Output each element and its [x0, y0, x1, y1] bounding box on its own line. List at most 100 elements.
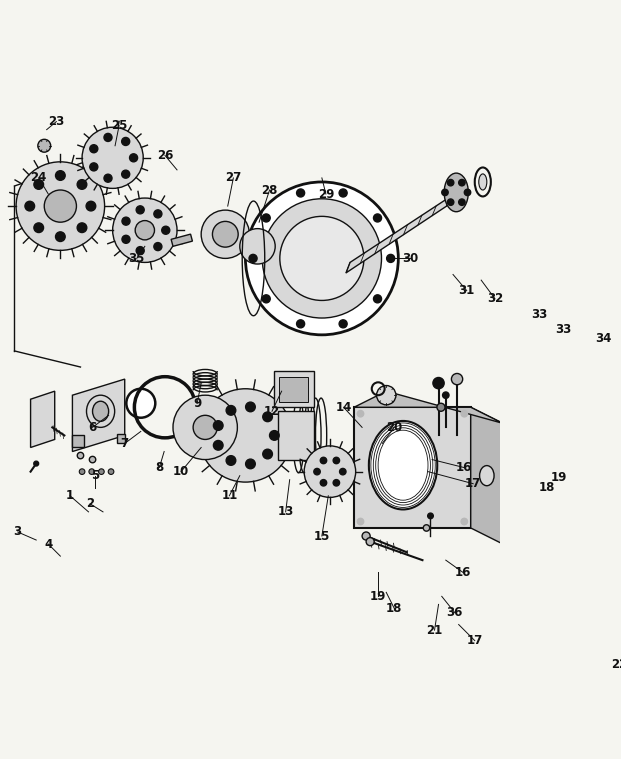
Circle shape: [104, 174, 112, 182]
Circle shape: [154, 243, 162, 250]
Bar: [73, 436, 84, 448]
Circle shape: [297, 320, 305, 328]
Text: 15: 15: [314, 530, 330, 543]
Circle shape: [357, 518, 364, 524]
Circle shape: [214, 440, 223, 450]
Text: 11: 11: [221, 490, 237, 502]
Bar: [278, 411, 314, 459]
Ellipse shape: [86, 395, 115, 427]
Circle shape: [34, 461, 39, 466]
Ellipse shape: [479, 174, 487, 190]
Circle shape: [112, 198, 177, 263]
Circle shape: [362, 532, 370, 540]
Circle shape: [90, 145, 98, 153]
Text: 16: 16: [455, 565, 471, 578]
Ellipse shape: [560, 171, 575, 209]
Circle shape: [320, 480, 327, 486]
Circle shape: [214, 420, 223, 430]
Circle shape: [465, 189, 471, 196]
Text: 23: 23: [48, 115, 65, 128]
Ellipse shape: [506, 172, 516, 193]
Bar: [274, 371, 314, 408]
Circle shape: [16, 162, 104, 250]
Text: 8: 8: [155, 461, 163, 474]
Text: 12: 12: [264, 405, 280, 417]
Circle shape: [249, 254, 257, 263]
Ellipse shape: [529, 173, 541, 199]
Circle shape: [86, 201, 96, 211]
Circle shape: [122, 137, 130, 146]
Circle shape: [304, 446, 356, 497]
Text: 18: 18: [539, 481, 555, 494]
Text: 20: 20: [386, 421, 402, 434]
Circle shape: [135, 221, 155, 240]
Text: 33: 33: [531, 308, 547, 321]
Circle shape: [104, 134, 112, 141]
Text: 17: 17: [465, 477, 481, 490]
Circle shape: [34, 180, 43, 189]
Text: 10: 10: [173, 465, 189, 478]
Circle shape: [387, 254, 395, 263]
Text: 3: 3: [14, 525, 22, 538]
Circle shape: [339, 320, 347, 328]
Circle shape: [122, 170, 130, 178]
Circle shape: [262, 294, 270, 303]
Text: 16: 16: [456, 461, 473, 474]
Text: 31: 31: [458, 284, 475, 297]
Text: 21: 21: [427, 624, 443, 637]
Bar: [117, 434, 125, 443]
Text: 2: 2: [86, 497, 94, 510]
Text: 13: 13: [278, 505, 294, 518]
Text: 1: 1: [66, 490, 74, 502]
Circle shape: [280, 216, 364, 301]
Text: 30: 30: [402, 252, 419, 265]
Ellipse shape: [444, 173, 468, 212]
Circle shape: [314, 468, 320, 475]
Circle shape: [122, 217, 130, 225]
Circle shape: [154, 209, 162, 218]
Circle shape: [504, 442, 523, 461]
Circle shape: [90, 163, 98, 171]
Polygon shape: [535, 214, 587, 387]
Circle shape: [437, 403, 445, 411]
Circle shape: [428, 513, 433, 518]
Text: 19: 19: [370, 590, 386, 603]
Circle shape: [193, 415, 217, 439]
Polygon shape: [471, 408, 503, 544]
Circle shape: [451, 373, 463, 385]
Ellipse shape: [479, 465, 494, 486]
Text: 32: 32: [487, 292, 503, 305]
Circle shape: [136, 247, 144, 255]
Circle shape: [44, 190, 76, 222]
Text: 17: 17: [466, 634, 483, 647]
Ellipse shape: [93, 402, 109, 421]
Circle shape: [199, 389, 292, 482]
Circle shape: [99, 469, 104, 474]
Ellipse shape: [369, 421, 437, 509]
Circle shape: [366, 537, 374, 546]
Circle shape: [212, 222, 238, 247]
Circle shape: [270, 430, 279, 440]
Circle shape: [126, 389, 155, 417]
Circle shape: [77, 223, 87, 232]
Circle shape: [89, 469, 94, 474]
Circle shape: [461, 518, 468, 524]
Circle shape: [376, 386, 396, 405]
Circle shape: [339, 189, 347, 197]
Text: 9: 9: [193, 397, 201, 410]
Circle shape: [77, 180, 87, 189]
Circle shape: [79, 469, 85, 474]
Circle shape: [55, 171, 65, 181]
Ellipse shape: [501, 165, 521, 199]
Text: 27: 27: [225, 172, 242, 184]
Circle shape: [246, 402, 255, 411]
Circle shape: [459, 179, 465, 186]
Circle shape: [245, 182, 398, 335]
Circle shape: [173, 395, 237, 459]
Circle shape: [424, 524, 430, 531]
Circle shape: [136, 206, 144, 214]
Text: 33: 33: [555, 323, 571, 335]
Text: 26: 26: [156, 149, 173, 162]
Circle shape: [38, 140, 51, 153]
Circle shape: [333, 480, 340, 486]
